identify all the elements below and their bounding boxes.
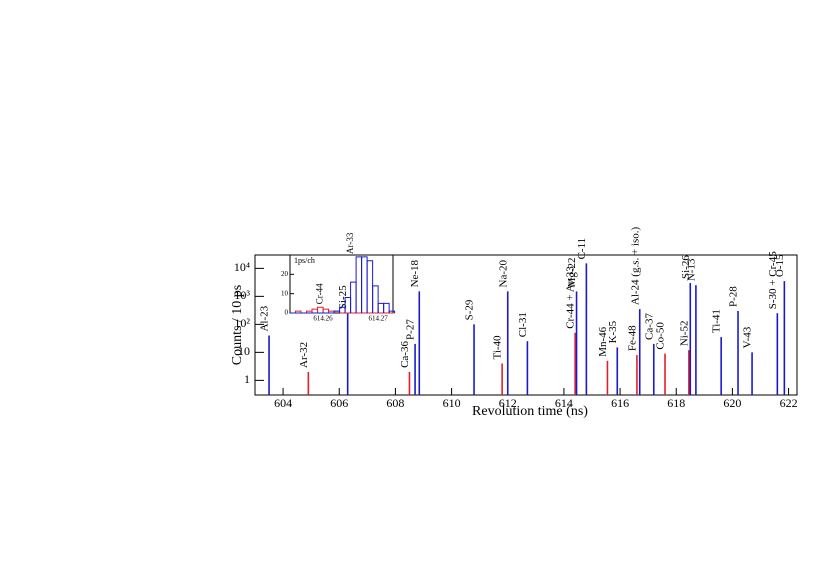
x-tick-label: 618 (667, 396, 685, 410)
peak-label: Fe-48 (626, 325, 638, 351)
x-tick-label: 622 (780, 396, 798, 410)
y-tick-label: 1 (244, 372, 250, 386)
x-tick-label: 620 (723, 396, 741, 410)
peak-label: Si-26 (680, 255, 692, 279)
peak-label: Co-50 (655, 322, 667, 350)
inset-series-label: Ar-33 (345, 232, 355, 254)
inset-y-tick-label: 20 (281, 270, 289, 278)
y-tick-label: 10³ (234, 288, 250, 302)
inset-x-tick-label: 614.26 (313, 315, 333, 323)
peak-label: Cr-44 + Ar-33 (565, 266, 577, 329)
peak-label: P-27 (405, 319, 417, 340)
peak-label: Si-25 (337, 285, 349, 309)
inset-series-label: Cr-44 (314, 283, 324, 304)
y-tick-label: 10⁴ (234, 260, 250, 274)
inset-x-tick-label: 614.27 (369, 315, 389, 323)
peak-label: Ti-40 (492, 335, 504, 360)
y-axis-title: Counts / 10 ps (230, 285, 245, 366)
y-tick-label: 10² (234, 316, 250, 330)
peak-label: O-15 (774, 254, 786, 277)
peak-label: S-30 + Cr-45 (767, 251, 779, 309)
histogram-bin (388, 310, 396, 313)
inset-y-tick-label: 10 (281, 289, 289, 297)
inset-annotation: 1ps/ch (294, 256, 315, 265)
peak-label: Ti-41 (711, 309, 723, 333)
peak-label: V-43 (742, 326, 754, 348)
peak-label: Mg-22 (566, 257, 578, 287)
inset-y-tick-label: 0 (285, 309, 289, 317)
x-tick-label: 606 (330, 396, 348, 410)
x-tick-label: 614 (555, 396, 573, 410)
histogram-bin (383, 302, 390, 313)
histogram-bin (372, 285, 379, 313)
peak-label: Al-24 (g.s. + iso.) (629, 226, 641, 305)
x-tick-label: 604 (274, 396, 292, 410)
peak-label: Al-23 (259, 305, 271, 331)
peak-label: S-29 (464, 299, 476, 320)
x-axis-title: Revolution time (ns) (472, 404, 588, 419)
peak-label: N-13 (685, 258, 697, 281)
peak-label: Ca-36 (399, 341, 411, 368)
peak-label: K-35 (607, 320, 619, 343)
peak-label: P-28 (728, 286, 740, 307)
peak-label: Ca-37 (643, 313, 655, 340)
y-tick-label: 10 (238, 344, 250, 358)
peak-label: Cl-31 (517, 312, 529, 337)
peak-label: Na-20 (497, 259, 509, 287)
peak-label: Ne-18 (409, 259, 421, 287)
x-tick-label: 610 (443, 396, 461, 410)
histogram-bin (295, 310, 302, 313)
peak-label: Mn-46 (597, 326, 609, 356)
peak-label: Ar-32 (298, 342, 310, 368)
x-tick-label: 616 (611, 396, 629, 410)
x-tick-label: 612 (499, 396, 517, 410)
plot-frame (254, 254, 798, 396)
peak-label: C-11 (576, 238, 588, 260)
x-tick-label: 608 (386, 396, 404, 410)
peak-label: Ni-52 (678, 320, 690, 346)
